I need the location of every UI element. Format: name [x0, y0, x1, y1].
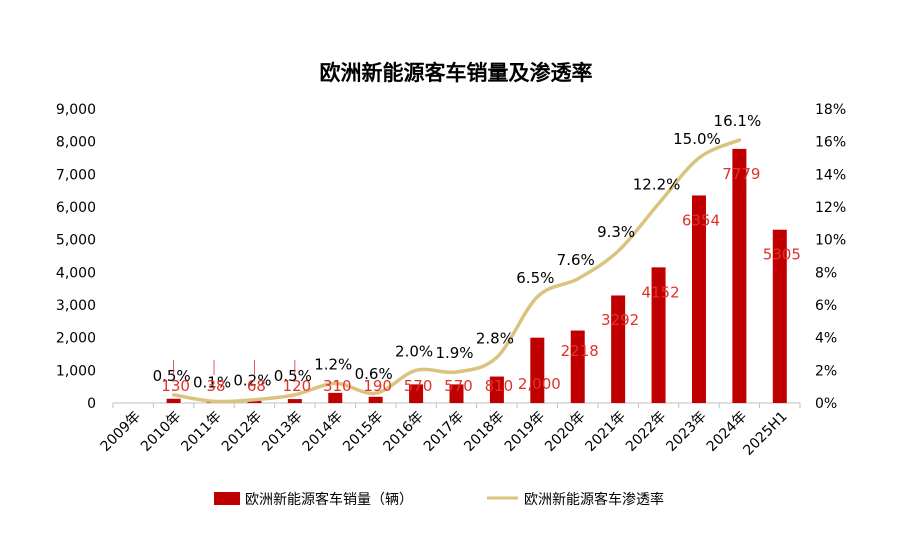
sales-label: 68	[247, 377, 266, 395]
bar	[328, 392, 343, 403]
penetration-label: 16.1%	[714, 112, 762, 130]
sales-label: 310	[323, 377, 352, 395]
penetration-label: 15.0%	[673, 130, 721, 148]
penetration-label: 0.5%	[153, 367, 191, 385]
sales-label: 130	[161, 377, 190, 395]
bar	[368, 396, 383, 403]
penetration-label: 2.8%	[476, 329, 514, 347]
y-right-tick-label: 10%	[815, 233, 846, 249]
sales-label: 570	[444, 377, 473, 395]
penetration-label: 0.1%	[193, 373, 231, 391]
sales-label: 190	[363, 377, 392, 395]
x-tick-label: 2023年	[663, 409, 709, 455]
y-left-tick-label: 1,000	[56, 363, 96, 379]
y-left-tick-label: 4,000	[56, 265, 96, 281]
y-left-tick-label: 5,000	[56, 233, 96, 249]
y-left-tick-label: 8,000	[56, 135, 96, 151]
penetration-label: 0.5%	[274, 367, 312, 385]
sales-label: 5305	[763, 246, 801, 264]
sales-label: 120	[283, 377, 312, 395]
sales-label: 4152	[641, 283, 679, 301]
bar	[287, 399, 302, 403]
y-left-tick-label: 6,000	[56, 200, 96, 216]
bar	[611, 295, 626, 403]
legend-label-bar: 欧洲新能源客车销量（辆）	[245, 491, 413, 508]
y-left-tick-label: 9,000	[56, 102, 96, 118]
penetration-label: 9.3%	[597, 223, 635, 241]
sales-label: 3292	[601, 311, 639, 329]
x-tick-label: 2016年	[381, 409, 427, 455]
penetration-label: 6.5%	[516, 269, 554, 287]
x-tick-label: 2020年	[542, 409, 588, 455]
x-tick-label: 2015年	[340, 409, 386, 455]
y-left-tick-label: 7,000	[56, 167, 96, 183]
legend-swatch-bar	[214, 492, 240, 505]
sales-label: 2,000	[518, 375, 561, 393]
bar	[247, 400, 262, 403]
bar	[691, 195, 706, 403]
penetration-label: 2.0%	[395, 342, 433, 360]
bar	[489, 376, 504, 403]
penetration-label: 0.2%	[233, 372, 271, 390]
x-tick-label: 2009年	[98, 409, 144, 455]
y-right-tick-label: 0%	[815, 396, 837, 412]
bar	[651, 267, 666, 403]
bar	[772, 229, 787, 403]
data-labels: 0.5% 0.1% 0.2% 0.5%1.2%0.6%2.0% 1.9%2.8%6.5%…	[153, 112, 801, 395]
y-right-tick-label: 18%	[815, 102, 846, 118]
penetration-label: 7.6%	[557, 251, 595, 269]
bar	[409, 384, 424, 403]
y-left-tick-label: 2,000	[56, 331, 96, 347]
penetration-label: 0.6%	[355, 365, 393, 383]
sales-label: 7779	[722, 165, 760, 183]
legend-label-line: 欧洲新能源客车渗透率	[524, 491, 664, 508]
x-tick-label: 2014年	[300, 409, 346, 455]
x-tick-label: 2012年	[219, 409, 265, 455]
x-tick-label: 2010年	[138, 409, 184, 455]
legend: 欧洲新能源客车销量（辆） 欧洲新能源客车渗透率	[214, 491, 664, 508]
sales-label: 570	[404, 377, 433, 395]
x-tick-label: 2017年	[421, 409, 467, 455]
x-tick-label: 2011年	[178, 409, 224, 455]
axes: 0 1,000 2,000 3,000 4,000 5,000 6,000 7,000 8,00…	[56, 102, 846, 459]
y-right-tick-label: 14%	[815, 167, 846, 183]
y-left-tick-label: 3,000	[56, 298, 96, 314]
sales-label: 810	[485, 377, 514, 395]
y-right-tick-label: 12%	[815, 200, 846, 216]
sales-label: 6354	[682, 211, 720, 229]
penetration-label: 1.2%	[314, 355, 352, 373]
x-tick-label: 2018年	[461, 409, 507, 455]
sales-label: 38	[206, 377, 225, 395]
y-right-tick-label: 8%	[815, 265, 837, 281]
bar	[449, 384, 464, 403]
bar	[732, 148, 747, 403]
y-right-tick-label: 6%	[815, 298, 837, 314]
y-left-tick-label: 0	[87, 396, 96, 412]
x-tick-label: 2022年	[623, 409, 669, 455]
line-series	[171, 138, 742, 404]
bar	[530, 337, 545, 403]
y-right-tick-label: 4%	[815, 331, 837, 347]
bar	[166, 398, 181, 403]
y-right-tick-label: 16%	[815, 135, 846, 151]
bar	[570, 330, 585, 403]
penetration-label: 1.9%	[435, 344, 473, 362]
x-tick-label: 2019年	[502, 409, 548, 455]
bar-series	[166, 148, 787, 403]
y-right-tick-label: 2%	[815, 363, 837, 379]
x-tick-label: 2013年	[259, 409, 305, 455]
penetration-label: 12.2%	[633, 176, 681, 194]
x-tick-label: 2025H1	[740, 409, 790, 459]
penetration-line	[171, 138, 742, 404]
x-tick-label: 2021年	[583, 409, 629, 455]
sales-label: 2218	[561, 342, 599, 360]
chart-title: 欧洲新能源客车销量及渗透率	[320, 61, 593, 85]
